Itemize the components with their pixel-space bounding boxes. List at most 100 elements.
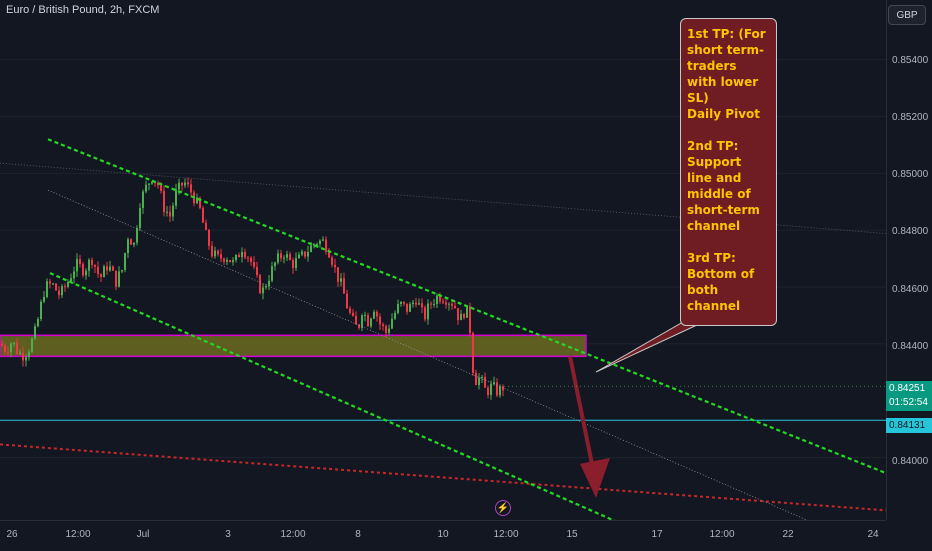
callout-line: Daily Pivot [687,107,760,121]
candle-body [328,251,330,258]
x-tick: 15 [566,529,578,540]
candle-body [13,342,15,344]
lightning-icon[interactable]: ⚡ [495,500,511,516]
candle-body [406,303,408,312]
candle-body [31,338,33,353]
candle-body [124,253,126,271]
candle-body [175,189,177,206]
currency-button[interactable]: GBP [888,5,926,25]
symbol-title[interactable]: Euro / British Pound, 2h, FXCM [6,4,160,16]
candle-body [217,250,219,255]
y-tick: 0.85200 [892,112,929,123]
faint-resistance-line [0,162,886,234]
candle-body [94,264,96,267]
projection-arrow-shaft [568,355,596,475]
candle-body [493,382,495,385]
time-axis[interactable]: 26 12:00 Jul 3 12:00 8 10 12:00 15 17 12… [0,520,886,551]
candle-body [136,228,138,243]
candle-body [64,286,66,288]
candle-body [232,260,234,263]
candle-body [331,257,333,265]
candle-body [361,315,363,328]
callout-pointer [595,317,713,373]
candle-body [22,352,24,361]
y-tick: 0.84800 [892,226,929,237]
candle-body [100,274,102,278]
y-tick: 0.84600 [892,284,929,295]
candle-body [214,250,216,257]
candle-body [142,191,144,209]
candle-body [163,190,165,213]
candle-body [247,257,249,259]
candle-body [112,266,114,271]
candle-body [127,239,129,254]
candle-body [196,197,198,204]
candle-body [454,305,456,309]
price-axis[interactable]: 0.85400 0.85200 0.85000 0.84800 0.84600 … [886,0,932,520]
candle-body [208,229,210,246]
candle-body [76,258,78,272]
candle-body [202,208,204,223]
y-tick: 0.84000 [892,456,929,467]
candle-body [106,266,108,271]
candle-body [394,312,396,319]
take-profit-callout[interactable]: 1st TP: (For short term-traders with low… [680,18,777,326]
callout-line: 1st TP: (For short term-traders with low… [687,27,766,105]
candle-body [109,266,111,271]
candle-body [268,280,270,287]
x-tick: 12:00 [493,529,519,540]
candle-body [340,278,342,282]
candle-body [253,261,255,267]
horizontal-line-price-tag: 0.84131 [886,418,932,433]
candle-body [151,181,153,184]
candle-body [352,312,354,316]
candle-body [85,270,87,276]
candle-body [436,295,438,305]
candle-body [484,376,486,388]
candle-body [322,239,324,241]
candle-body [388,328,390,333]
candle-body [472,333,474,373]
callout-line: Bottom of both channel [687,267,755,313]
projection-arrow-head [580,457,610,498]
candle-body [274,262,276,267]
x-tick: 26 [6,529,18,540]
candle-body [157,182,159,186]
candle-body [313,244,315,246]
candle-body [43,296,45,302]
candle-body [187,182,189,185]
x-tick: Jul [136,529,150,540]
candle-body [358,324,360,328]
candle-body [271,266,273,281]
candle-body [457,308,459,321]
candle-body [295,258,297,269]
candle-body [259,275,261,294]
candle-body [349,308,351,313]
candle-body [97,266,99,275]
callout-line: Support line and middle of short-term ch… [687,155,760,233]
candle-body [205,222,207,230]
x-tick: 10 [437,529,449,540]
candle-body [496,382,498,396]
candle-body [148,183,150,185]
candle-body [145,184,147,192]
candle-body [190,184,192,193]
callout-line: 3rd TP: [687,251,736,265]
candle-body [70,278,72,282]
candle-body [82,263,84,276]
candle-body [364,314,366,316]
candle-body [346,293,348,309]
candle-body [49,281,51,284]
candle-body [373,311,375,319]
candle-body [502,386,504,391]
candle-body [238,254,240,258]
price-chart[interactable] [0,0,886,520]
candle-body [16,342,18,354]
candle-body [223,258,225,262]
candle-body [73,271,75,279]
candle-body [439,295,441,302]
candle-body [463,314,465,318]
candle-body [79,258,81,264]
candle-body [382,324,384,326]
candle-body [28,352,30,358]
